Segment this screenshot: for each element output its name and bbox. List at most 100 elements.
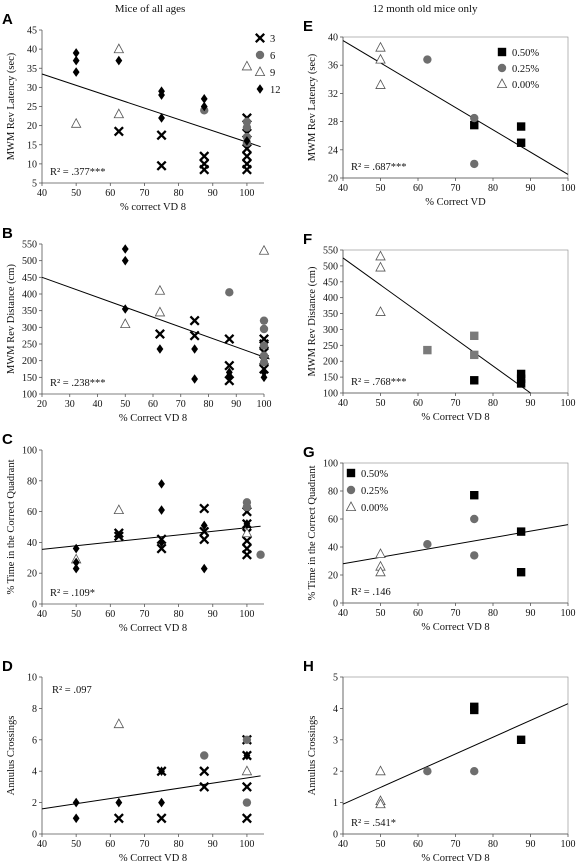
panel-g-point: [470, 514, 479, 524]
panel-d-point: [241, 813, 252, 824]
panel-g-series-050: [470, 491, 526, 577]
panel-h: H 40 50 60 70 80 90 100 0 1 2 3 4 5 % Correct VD 8 Annu…: [303, 658, 576, 864]
panel-h-y-tick-label: 1: [333, 798, 338, 809]
panel-a-point: [158, 113, 165, 123]
panel-d-point: [72, 797, 80, 808]
panel-f-y-tick-label: 550: [323, 246, 338, 257]
panel-b-r2-label: R² = .238***: [50, 378, 105, 389]
panel-b-letter: B: [2, 225, 13, 242]
panel-d-point: [241, 781, 252, 792]
panel-e-x-tick-label: 90: [526, 183, 536, 194]
panel-f-point: [375, 261, 386, 272]
panel-f-y-label: MWM Rev Distance (cm): [307, 266, 318, 376]
panel-c-point: [256, 550, 265, 559]
panel-c-point: [158, 537, 165, 548]
panel-a-y-tick-label: 20: [27, 121, 37, 132]
panel-b-y-label: MWM Rev Distance (cm): [6, 264, 17, 374]
panel-b-trendline: [41, 276, 270, 360]
panel-c-y-tick-label: 80: [27, 476, 37, 487]
panel-e-x-tick-label: 60: [413, 183, 423, 194]
panel-g-x-label: % Correct VD 8: [421, 622, 489, 633]
panel-f-trendline: [342, 257, 531, 394]
panel-b-point: [259, 351, 269, 360]
panel-b-x-tick-label: 80: [204, 399, 214, 410]
panel-h-y-tick-label: 5: [333, 673, 338, 684]
panel-b-point: [191, 374, 199, 384]
panel-f-point: [470, 331, 479, 340]
panel-d-point: [158, 797, 165, 808]
panel-a-point: [113, 108, 125, 119]
panel-d-y-tick-label: 0: [32, 830, 37, 841]
panel-a-y-tick-label: 45: [27, 26, 37, 37]
panel-h-x-tick-label: 100: [561, 839, 576, 850]
panel-b-point: [189, 330, 200, 341]
panel-g-point: [470, 551, 479, 560]
panel-a-y-tick-label: 30: [27, 83, 37, 94]
panel-e-point: [470, 113, 479, 123]
panel-e-y-tick-label: 24: [328, 145, 338, 156]
panel-b-y-tick-label: 500: [22, 256, 37, 267]
panel-f-x-label: % Correct VD 8: [421, 412, 489, 423]
panel-f-x-tick-label: 40: [338, 398, 348, 409]
panel-g-legend-marker: [345, 501, 357, 512]
panel-c-x-tick-label: 80: [174, 609, 184, 620]
left-column-title: Mice of all ages: [115, 3, 186, 15]
panel-g-point: [516, 527, 526, 536]
panel-a-legend-label: 12: [270, 85, 281, 96]
panel-h-x-tick-label: 50: [376, 839, 386, 850]
panel-a-y-tick-label: 5: [32, 179, 37, 190]
panel-e-y-tick-label: 20: [328, 174, 338, 185]
panel-e-trendline: [342, 40, 569, 175]
panel-h-x-tick-label: 80: [488, 839, 498, 850]
panel-e-x-tick-label: 100: [561, 183, 576, 194]
panel-a-point: [200, 94, 208, 104]
panel-h-series-025: [423, 767, 479, 776]
panel-g-legend-label: 0.00%: [361, 503, 388, 514]
panel-a-point: [156, 130, 167, 141]
panel-a-point: [242, 117, 252, 127]
panel-d-x-tick-label: 50: [71, 839, 81, 850]
panel-h-point: [375, 765, 386, 776]
panel-a-x-tick-label: 80: [174, 188, 184, 199]
panel-a-point: [72, 55, 80, 66]
panel-d-x-tick-label: 100: [239, 839, 254, 850]
panel-c-point: [199, 526, 210, 537]
panel-f-y-tick-label: 300: [323, 325, 338, 336]
panel-f-series-000: [375, 250, 386, 316]
panel-g: G 40 50 60 70 80 90 100 0 20 40 60 80 100 % Correct VD…: [303, 444, 576, 633]
panel-a-series-6: [200, 106, 252, 148]
panel-c-trendline: [41, 525, 261, 550]
panel-b-point: [225, 370, 233, 381]
panel-f-series-050: [470, 369, 526, 388]
panel-g-y-tick-label: 40: [328, 543, 338, 554]
panel-d-x-label: % Correct VD 8: [119, 853, 187, 864]
panel-d-y-tick-label: 10: [27, 673, 37, 684]
panel-h-series-050: [470, 702, 526, 744]
panel-c-point: [200, 520, 208, 531]
panel-b-point: [260, 367, 268, 378]
panel-a-series-3: [113, 112, 252, 175]
panel-h-x-tick-label: 40: [338, 839, 348, 850]
panel-h-y-label: Annulus Crossings: [307, 716, 318, 796]
panel-b-y-tick-label: 550: [22, 240, 37, 251]
panel-c-r2-label: R² = .109*: [50, 588, 95, 599]
panel-g-legend-label: 0.50%: [361, 469, 388, 480]
panel-c-point: [241, 527, 253, 538]
panel-h-point: [516, 735, 526, 744]
panel-c-point: [199, 534, 210, 545]
panel-g-point: [470, 491, 479, 500]
panel-d-point: [242, 735, 252, 744]
panel-g-series-025: [423, 514, 479, 560]
panel-f-r2-label: R² = .768***: [351, 377, 406, 388]
panel-b-y-tick-label: 400: [22, 290, 37, 301]
panel-g-x-tick-label: 60: [413, 608, 423, 619]
panel-h-r2-label: R² = .541*: [351, 818, 396, 829]
panel-a-point: [241, 151, 252, 162]
panel-b-point: [260, 372, 268, 383]
panel-a-y-tick-label: 25: [27, 102, 37, 113]
panel-d-series-9: [113, 718, 253, 776]
panel-e-point: [375, 79, 386, 89]
panel-f-point: [516, 374, 526, 383]
panel-f-x-tick-label: 90: [526, 398, 536, 409]
panel-c-series-6: [242, 498, 265, 559]
